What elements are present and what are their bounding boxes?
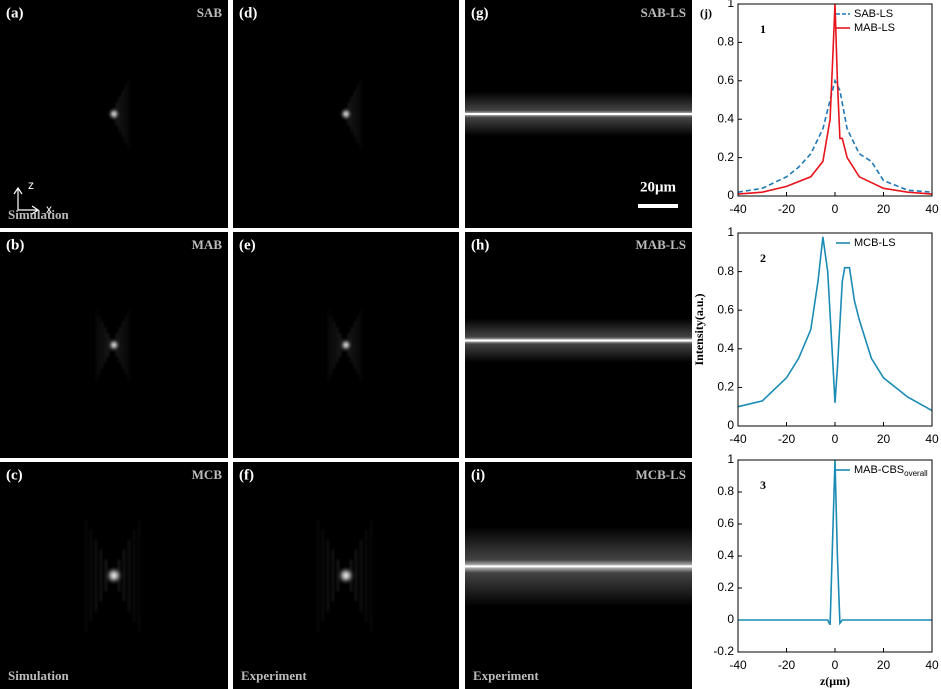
beam-pattern	[327, 309, 362, 381]
y-tick-label: 0.4	[717, 548, 734, 562]
beam-pattern	[95, 309, 130, 381]
y-tick-label: 1	[727, 452, 734, 466]
x-tick-label: -40	[729, 658, 747, 672]
plot-frame	[737, 3, 933, 197]
y-tick-label: 0.4	[717, 111, 734, 125]
y-axis-label: Intensity(a.u.)	[692, 293, 706, 365]
beam-pattern	[317, 519, 372, 632]
legend-label: MAB-LS	[854, 22, 895, 34]
legend-label: MAB-CBSoverall	[854, 464, 928, 478]
panel-label: (g)	[471, 5, 489, 21]
axis-x: x	[46, 202, 52, 216]
y-tick-label: 1	[727, 225, 734, 239]
x-tick-label: 0	[832, 202, 839, 216]
x-tick-label: 40	[925, 202, 939, 216]
x-tick-label: -20	[778, 202, 796, 216]
x-tick-label: 20	[877, 202, 891, 216]
series-line	[738, 459, 932, 626]
panel-label: (b)	[6, 237, 24, 253]
panel-name: MCB-LS	[635, 467, 686, 482]
main-lobe	[105, 566, 123, 585]
y-tick-label: 0.2	[717, 380, 734, 394]
x-tick-label: 0	[832, 432, 839, 446]
beam-pattern	[85, 519, 140, 632]
y-tick-label: 0.6	[717, 73, 734, 87]
main-lobe	[108, 339, 120, 351]
beam-pattern	[108, 78, 130, 150]
x-axis-label: z(μm)	[820, 674, 850, 688]
x-tick-label: -40	[729, 432, 747, 446]
y-tick-label: 0.2	[717, 150, 734, 164]
y-tick-label: 0	[727, 612, 734, 626]
panel-label: (h)	[471, 237, 489, 253]
legend-label: SAB-LS	[854, 8, 893, 20]
legend-name: MAB-LS	[854, 22, 895, 34]
legend-label: MCB-LS	[854, 237, 896, 249]
charts: 00.20.40.60.81-40 -20 0 20 40SAB-LSMAB-LS1(j…	[692, 0, 939, 688]
y-tick-label: 0.8	[717, 35, 734, 49]
chart-annotation: 3	[760, 478, 766, 492]
series-line	[737, 78, 933, 193]
legend-name: SAB-LS	[854, 8, 893, 20]
x-tick-label: 0	[832, 658, 839, 672]
axis-arrows	[13, 186, 40, 215]
chart-annotation: 2	[760, 251, 766, 265]
x-tick-label: -20	[778, 658, 796, 672]
legend-name: MCB-LS	[854, 237, 896, 249]
main-lobe	[340, 339, 352, 351]
x-tick-label: 40	[925, 658, 939, 672]
panel-label: (i)	[471, 467, 485, 483]
plot-frame	[737, 459, 933, 653]
beam-pattern	[340, 78, 362, 150]
y-tick-label: -0.2	[713, 644, 734, 658]
main-lobe	[108, 108, 120, 120]
legend-subscript: overall	[904, 469, 928, 478]
panel-name: MAB	[192, 237, 223, 252]
panel-label: (e)	[239, 237, 256, 253]
scalebar-label: 20μm	[640, 179, 677, 195]
x-tick-label: 20	[877, 658, 891, 672]
panel-name: SAB-LS	[640, 5, 686, 20]
panel-label: (c)	[6, 467, 23, 483]
y-tick-label: 0.4	[717, 341, 734, 355]
panel-footer: Experiment	[473, 668, 539, 683]
series-line	[737, 236, 933, 412]
panel-footer: Simulation	[8, 207, 69, 222]
panel-name: MCB	[192, 467, 223, 482]
panel-label: (f)	[239, 467, 254, 483]
panel-footer: Simulation	[8, 668, 69, 683]
axis-z: z	[28, 178, 34, 192]
image-panels: (a) SAB Simulation zx (b) MAB (c) MCB Simulation…	[0, 0, 692, 689]
panel-footer: Experiment	[241, 668, 307, 683]
main-lobe	[337, 566, 355, 585]
y-tick-label: 0.2	[717, 580, 734, 594]
y-tick-label: 0	[727, 418, 734, 432]
plot-frame	[737, 232, 933, 427]
y-tick-label: 0.8	[717, 264, 734, 278]
x-tick-label: -40	[729, 202, 747, 216]
x-tick-label: 40	[925, 432, 939, 446]
chart-annotation: 1	[760, 22, 766, 36]
x-tick-label: -20	[778, 432, 796, 446]
y-tick-label: 0.6	[717, 302, 734, 316]
y-tick-label: 0.6	[717, 516, 734, 530]
panel-label: (d)	[239, 5, 257, 21]
y-tick-label: 0.8	[717, 484, 734, 498]
panel-label: (a)	[6, 5, 24, 21]
panel-name: MAB-LS	[635, 237, 686, 252]
series-line	[737, 3, 933, 195]
panel-label: (j)	[700, 6, 712, 20]
y-tick-label: 0	[727, 188, 734, 202]
x-tick-label: 20	[877, 432, 891, 446]
panel-name: SAB	[197, 5, 223, 20]
legend-name: MAB-CBS	[854, 464, 904, 476]
y-tick-label: 1	[727, 0, 734, 10]
main-lobe	[340, 108, 352, 120]
